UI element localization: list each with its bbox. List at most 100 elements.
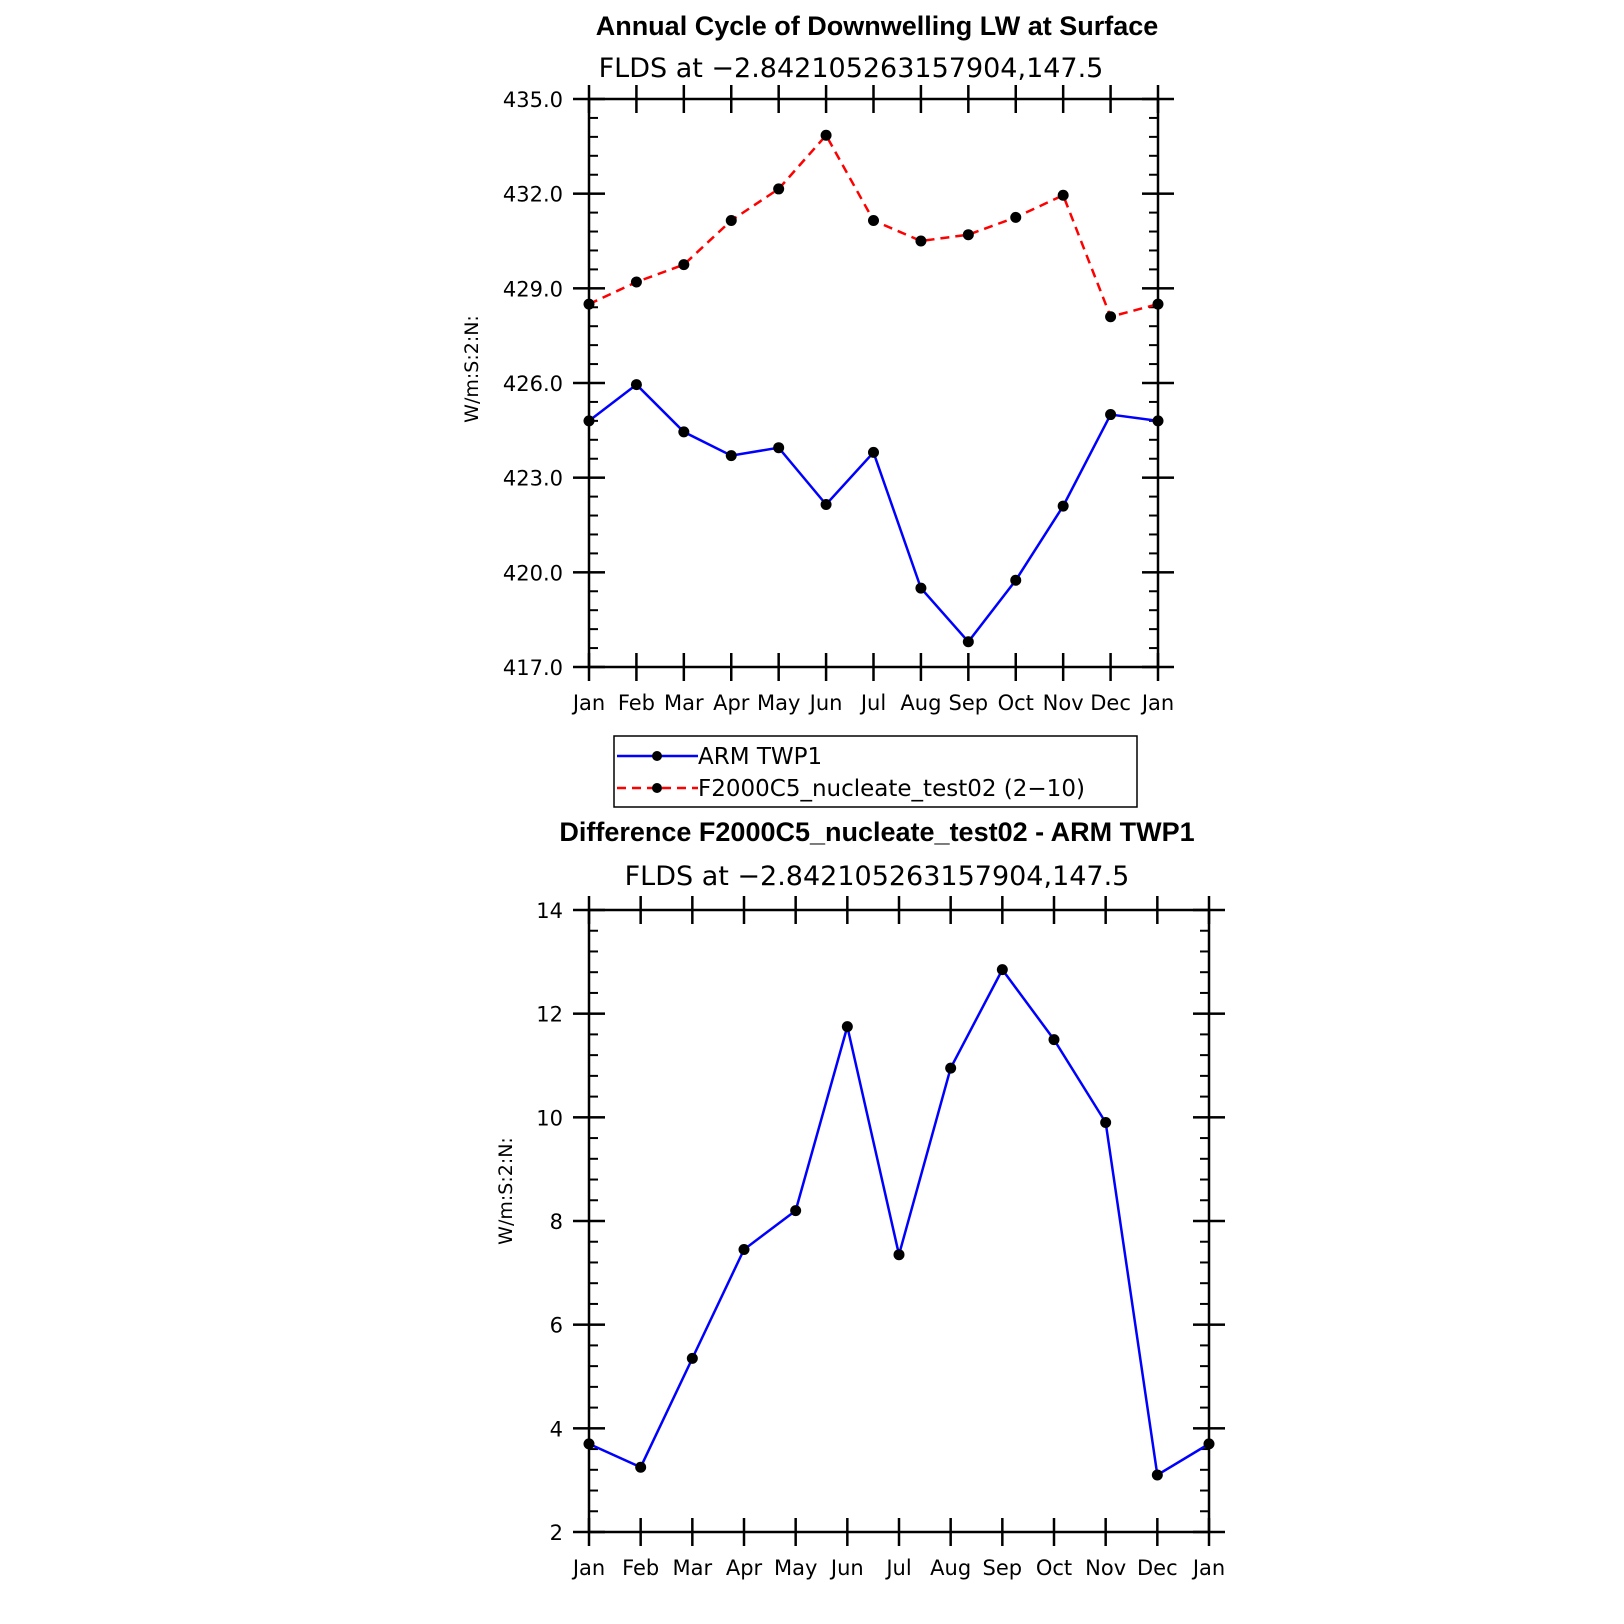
chart2-subtitle: FLDS at −2.842105263157904,147.5 <box>625 861 1130 892</box>
chart2-title: Difference F2000C5_nucleate_test02 - ARM… <box>559 817 1194 847</box>
chart1-ylabel: W/m:S:2:N: <box>461 315 483 423</box>
x-tick-label: Feb <box>618 691 655 715</box>
x-tick-label: Oct <box>1036 1556 1072 1580</box>
series-1-point <box>962 229 974 241</box>
series-1-point <box>868 214 879 226</box>
chart-difference: Difference F2000C5_nucleate_test02 - ARM… <box>495 817 1225 1580</box>
x-tick-label: Apr <box>726 1556 763 1580</box>
x-tick-label: Jan <box>571 691 605 715</box>
x-tick-label: Aug <box>930 1556 971 1580</box>
series-0-point <box>583 415 595 427</box>
x-tick-label: Sep <box>949 691 989 715</box>
series-1-point <box>820 129 832 141</box>
legend-box <box>613 735 1138 808</box>
chart2-marks <box>583 964 1215 1481</box>
x-tick-label: Oct <box>998 691 1034 715</box>
x-tick-label: Mar <box>673 1556 713 1580</box>
x-tick-label: Jul <box>884 1556 911 1580</box>
x-tick-label: Jan <box>571 1556 605 1580</box>
legend: ARM TWP1 F2000C5_nucleate_test02 (2−10) <box>613 735 1138 808</box>
series-1-point <box>678 259 690 271</box>
x-tick-label: Nov <box>1043 691 1084 715</box>
legend-label-model: F2000C5_nucleate_test02 (2−10) <box>698 776 1085 802</box>
series-1-point <box>773 183 785 195</box>
series-0-point <box>773 442 785 454</box>
series-0-point <box>725 450 737 462</box>
x-tick-label: Jun <box>829 1556 864 1580</box>
x-tick-label: Jun <box>808 691 843 715</box>
y-tick-label: 420.0 <box>503 561 563 585</box>
y-tick-label: 429.0 <box>503 277 563 301</box>
series-0-point <box>1100 1117 1112 1129</box>
series-0-point <box>630 379 642 391</box>
x-tick-label: Jan <box>1191 1556 1225 1580</box>
series-line-0 <box>588 382 1159 644</box>
legend-label-arm: ARM TWP1 <box>698 744 822 770</box>
y-tick-label: 423.0 <box>503 467 563 491</box>
series-1-point <box>725 214 737 226</box>
series-0-point <box>790 1205 802 1217</box>
x-tick-label: Dec <box>1137 1556 1178 1580</box>
chart-annual-cycle: Annual Cycle of Downwelling LW at Surfac… <box>461 11 1174 715</box>
y-tick-label: 6 <box>550 1314 563 1338</box>
legend-marker-arm <box>652 751 662 761</box>
series-0-point <box>1048 1034 1060 1046</box>
chart1-title: Annual Cycle of Downwelling LW at Surfac… <box>596 11 1159 41</box>
y-tick-label: 14 <box>536 899 563 923</box>
x-tick-label: Jul <box>859 691 886 715</box>
x-tick-label: Sep <box>983 1556 1023 1580</box>
series-0-point <box>678 426 690 438</box>
x-tick-label: Feb <box>622 1556 659 1580</box>
series-0-point <box>868 446 879 458</box>
y-tick-label: 435.0 <box>503 88 563 112</box>
y-tick-label: 12 <box>536 1003 563 1027</box>
series-0-point <box>583 1438 595 1450</box>
chart1-axes: 417.0 420.0 423.0 426.0 429.0 432.0 435.0 Jan Fe… <box>503 85 1174 715</box>
x-tick-label: May <box>774 1556 817 1580</box>
series-0-point <box>996 964 1008 976</box>
series-0-point <box>915 582 927 594</box>
x-tick-label: Jan <box>1140 691 1174 715</box>
plot-frame <box>587 97 1160 669</box>
x-tick-label: Aug <box>900 691 941 715</box>
series-1-point <box>630 276 642 288</box>
y-tick-label: 10 <box>536 1106 563 1130</box>
series-1-point <box>1152 298 1164 310</box>
series-line-1 <box>588 133 1159 319</box>
series-0-point <box>841 1021 853 1033</box>
y-tick-label: 417.0 <box>503 656 563 680</box>
series-0-point <box>635 1461 647 1473</box>
series-0-point <box>1057 500 1069 512</box>
series-1-point <box>583 298 595 310</box>
series-0-point <box>1105 409 1117 421</box>
y-tick-label: 8 <box>550 1210 563 1234</box>
series-0-point <box>893 1249 905 1261</box>
series-1-point <box>1057 189 1069 201</box>
series-line-0 <box>588 967 1210 1478</box>
x-tick-label: May <box>757 691 800 715</box>
series-1-point <box>915 235 927 247</box>
series-1-point <box>1010 211 1022 223</box>
x-tick-label: Nov <box>1085 1556 1126 1580</box>
series-0-point <box>1152 415 1164 427</box>
chart1-subtitle: FLDS at −2.842105263157904,147.5 <box>599 53 1104 84</box>
chart2-ylabel: W/m:S:2:N: <box>495 1137 517 1245</box>
series-0-point <box>1010 574 1022 586</box>
series-1-point <box>1105 311 1117 323</box>
plot-frame <box>587 908 1211 1534</box>
series-0-point <box>1151 1469 1163 1481</box>
series-0-point <box>962 636 974 648</box>
series-0-point <box>945 1062 957 1074</box>
y-tick-label: 4 <box>550 1417 563 1441</box>
y-tick-label: 432.0 <box>503 183 563 207</box>
x-tick-label: Apr <box>713 691 750 715</box>
series-0-point <box>686 1352 698 1364</box>
chart1-marks <box>583 129 1164 648</box>
chart2-axes: 2 4 6 8 10 12 14 Jan Feb Mar Apr May Jun Jul Aug Sep Oct… <box>536 896 1225 1580</box>
y-tick-label: 2 <box>550 1521 563 1545</box>
series-0-point <box>820 498 832 510</box>
series-0-point <box>1203 1438 1215 1450</box>
x-tick-label: Mar <box>664 691 704 715</box>
y-tick-label: 426.0 <box>503 372 563 396</box>
